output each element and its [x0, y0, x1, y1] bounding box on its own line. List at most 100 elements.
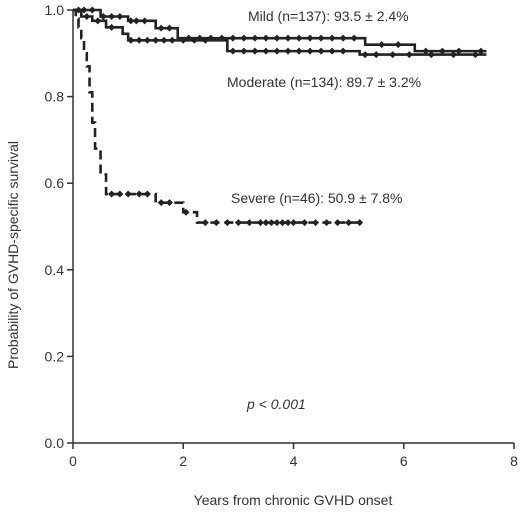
censor-mark-mild	[477, 47, 485, 55]
censor-mark-severe	[223, 219, 231, 227]
series-label-mild: Mild (n=137): 93.5 ± 2.4%	[248, 8, 409, 24]
censor-mark-severe	[278, 219, 286, 227]
censor-mark-moderate	[317, 47, 325, 55]
y-tick-label: 0.0	[45, 435, 65, 451]
x-tick-label: 2	[179, 453, 187, 469]
ticks: 0 2 4 6 8 0.0 0.2 0.4 0.6 0.8 1.0	[45, 2, 519, 469]
plot-area	[73, 6, 487, 227]
censor-mark-mild	[273, 34, 281, 42]
y-tick-label: 1.0	[45, 2, 65, 18]
censor-mark-moderate	[471, 51, 479, 59]
censor-mark-severe	[201, 219, 209, 227]
censor-mark-moderate	[361, 51, 369, 59]
y-tick-label: 0.6	[45, 175, 65, 191]
censor-mark-moderate	[273, 47, 281, 55]
censor-mark-mild	[229, 34, 237, 42]
censor-mark-moderate	[143, 36, 151, 44]
censor-mark-moderate	[190, 36, 198, 44]
series-label-moderate: Moderate (n=134): 89.7 ± 3.2%	[227, 74, 421, 90]
censor-mark-severe	[212, 219, 220, 227]
censor-mark-severe	[124, 190, 132, 198]
censor-mark-moderate	[339, 47, 347, 55]
censor-mark-mild	[306, 34, 314, 42]
censor-mark-mild	[455, 47, 463, 55]
censor-mark-mild	[108, 12, 116, 20]
censor-mark-moderate	[240, 47, 248, 55]
censor-mark-severe	[345, 219, 353, 227]
censor-mark-mild	[165, 24, 173, 32]
censor-mark-moderate	[229, 47, 237, 55]
censor-mark-severe	[301, 219, 309, 227]
censor-mark-severe	[116, 190, 124, 198]
censor-mark-moderate	[405, 51, 413, 59]
x-tick-label: 4	[290, 453, 298, 469]
censor-mark-moderate	[94, 17, 102, 25]
censor-mark-severe	[356, 219, 364, 227]
p-value-annotation: p < 0.001	[246, 396, 306, 412]
censor-mark-mild	[262, 34, 270, 42]
censor-mark-mild	[394, 41, 402, 49]
censor-mark-moderate	[295, 47, 303, 55]
censor-mark-mild	[378, 41, 386, 49]
censor-mark-moderate	[251, 47, 259, 55]
censor-mark-severe	[323, 219, 331, 227]
x-tick-label: 8	[510, 453, 518, 469]
censor-mark-severe	[143, 190, 151, 198]
series-line-severe	[73, 8, 360, 224]
x-tick-label: 0	[69, 453, 77, 469]
censor-mark-mild	[284, 34, 292, 42]
censor-mark-moderate	[152, 36, 160, 44]
censor-mark-mild	[88, 6, 96, 14]
censor-mark-moderate	[127, 36, 135, 44]
censor-mark-mild	[350, 34, 358, 42]
censor-mark-mild	[240, 34, 248, 42]
censor-mark-mild	[132, 17, 140, 25]
censor-mark-severe	[182, 208, 190, 216]
censor-mark-moderate	[160, 36, 168, 44]
censor-mark-severe	[290, 219, 297, 227]
x-tick-label: 6	[400, 453, 408, 469]
censor-mark-moderate	[427, 51, 435, 59]
y-tick-label: 0.8	[45, 89, 65, 105]
censor-mark-mild	[141, 17, 149, 25]
censor-mark-mild	[157, 24, 165, 32]
censor-mark-severe	[256, 219, 264, 227]
censor-mark-severe	[165, 199, 173, 207]
censor-mark-moderate	[168, 36, 176, 44]
censor-mark-mild	[422, 47, 430, 55]
censor-mark-moderate	[306, 47, 314, 55]
censor-mark-severe	[273, 219, 281, 227]
y-tick-label: 0.2	[45, 348, 65, 364]
censor-mark-mild	[317, 34, 325, 42]
censor-mark-moderate	[201, 36, 209, 44]
censor-mark-mild	[251, 34, 259, 42]
censor-mark-moderate	[135, 36, 143, 44]
censor-mark-severe	[262, 219, 270, 227]
x-axis-label: Years from chronic GVHD onset	[194, 492, 393, 508]
censor-mark-mild	[339, 34, 347, 42]
censor-mark-moderate	[83, 12, 91, 20]
series-line-moderate	[73, 8, 487, 56]
censor-mark-mild	[116, 12, 124, 20]
censor-mark-mild	[99, 12, 107, 20]
censor-mark-mild	[295, 34, 303, 42]
censor-mark-mild	[438, 47, 446, 55]
censor-mark-severe	[108, 190, 116, 198]
censor-mark-severe	[135, 190, 143, 198]
series-label-severe: Severe (n=46): 50.9 ± 7.8%	[231, 190, 403, 206]
y-axis-label: Probability of GVHD-specific survival	[5, 141, 21, 369]
y-tick-label: 0.4	[45, 262, 65, 278]
censor-mark-mild	[127, 17, 135, 25]
censor-mark-severe	[234, 219, 242, 227]
censor-mark-severe	[267, 219, 275, 227]
censor-mark-moderate	[372, 51, 380, 59]
censor-mark-severe	[284, 219, 292, 227]
censor-mark-moderate	[389, 51, 397, 59]
censor-mark-severe	[334, 219, 342, 227]
censor-mark-moderate	[449, 51, 457, 59]
censor-mark-moderate	[262, 47, 270, 55]
censor-mark-severe	[312, 219, 320, 227]
censor-mark-moderate	[108, 23, 116, 31]
censor-mark-moderate	[284, 47, 292, 55]
